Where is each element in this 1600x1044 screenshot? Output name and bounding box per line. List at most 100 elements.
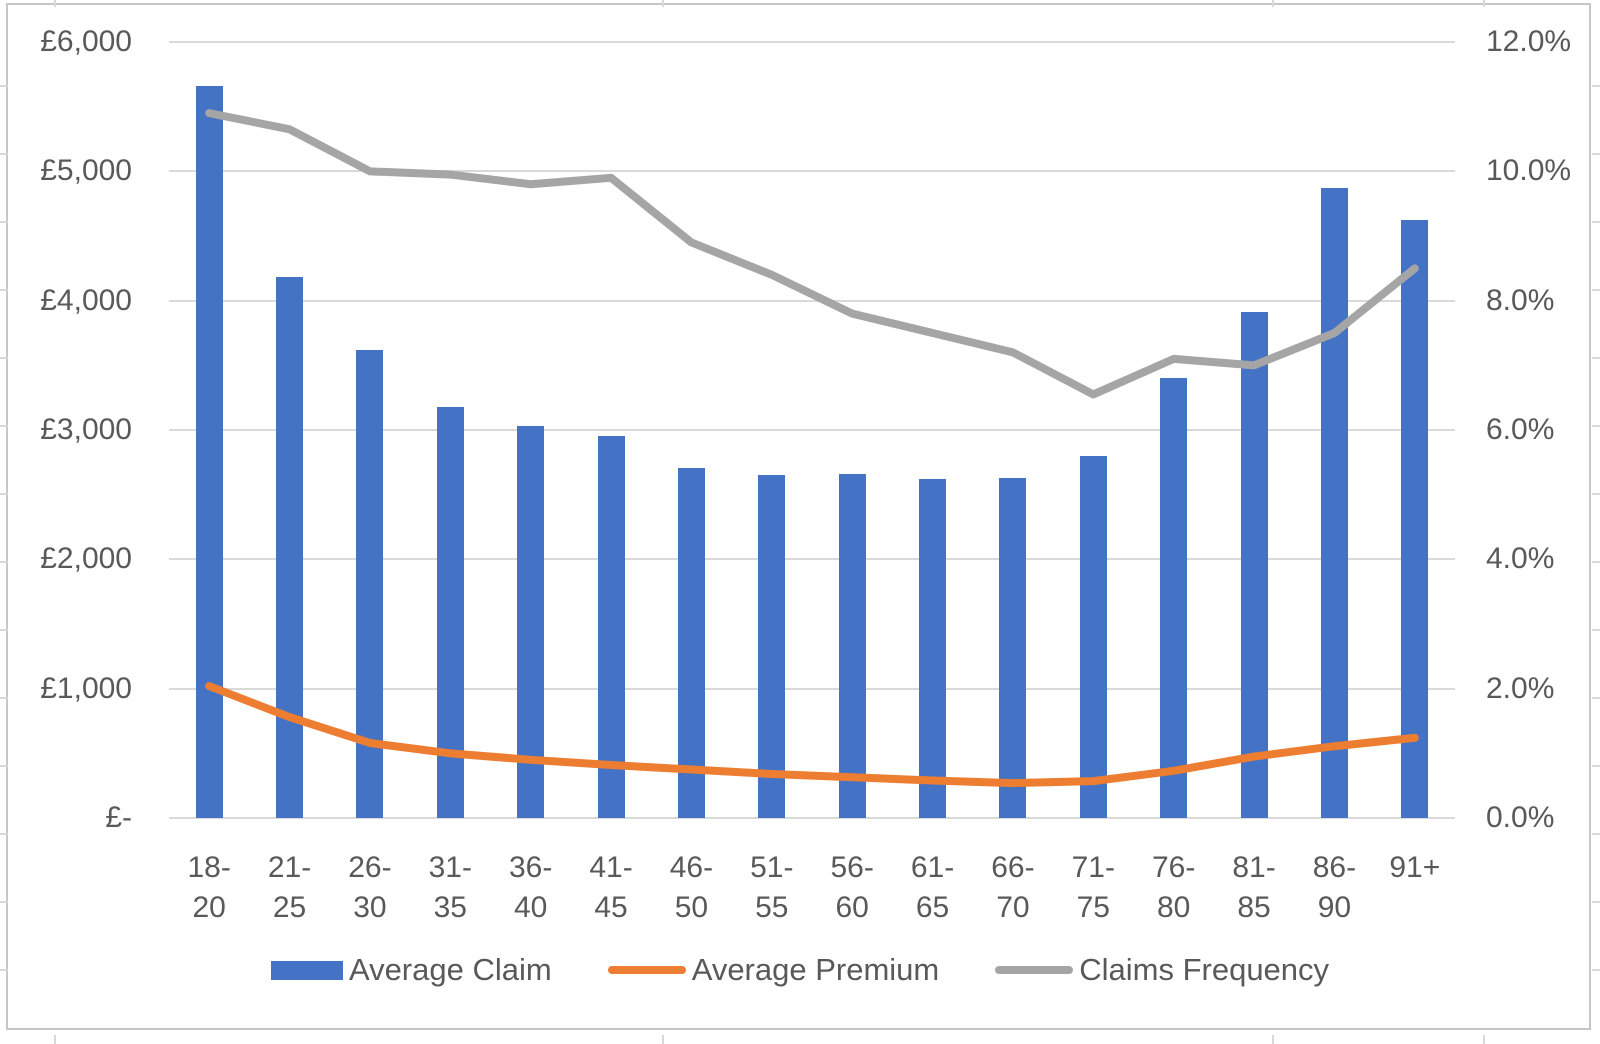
left-axis-tick-label: £4,000 bbox=[40, 283, 132, 317]
left-axis-tick-label: £5,000 bbox=[40, 154, 132, 188]
bar-average-claim bbox=[1240, 312, 1268, 818]
sheet-row-line bbox=[1592, 561, 1600, 563]
right-axis-tick-label: 8.0% bbox=[1486, 283, 1555, 317]
average-premium-line bbox=[205, 682, 1419, 788]
sheet-row-line bbox=[1592, 697, 1600, 699]
x-axis-category-label: 41- 45 bbox=[589, 851, 633, 924]
sheet-column-line bbox=[662, 0, 664, 7]
x-axis-category-label: 71- 75 bbox=[1071, 851, 1115, 924]
left-axis-tick-label: £1,000 bbox=[40, 671, 132, 705]
sheet-row-line bbox=[1592, 493, 1600, 495]
sheet-row-line bbox=[1592, 901, 1600, 903]
average-claim-swatch-icon bbox=[270, 960, 343, 980]
x-axis-category-label: 26- 30 bbox=[348, 851, 392, 924]
x-axis-category-label: 31- 35 bbox=[428, 851, 472, 924]
left-axis-tick-label: £6,000 bbox=[40, 25, 132, 58]
x-axis-category-label: 76- 80 bbox=[1152, 851, 1196, 924]
sheet-column-line bbox=[54, 0, 56, 7]
sheet-row-line bbox=[0, 697, 8, 699]
bar-average-claim bbox=[1401, 220, 1429, 818]
sheet-row-line bbox=[0, 425, 8, 427]
sheet-column-line bbox=[1483, 0, 1485, 7]
right-axis-tick-label: 2.0% bbox=[1486, 671, 1555, 705]
bar-average-claim bbox=[517, 426, 545, 818]
bar-average-claim bbox=[919, 479, 947, 818]
gridline bbox=[169, 687, 1455, 690]
sheet-row-line bbox=[1592, 833, 1600, 835]
sheet-row-line bbox=[1592, 357, 1600, 359]
x-axis-category-label: 46- 50 bbox=[669, 851, 714, 924]
x-axis-category-label: 36- 40 bbox=[509, 851, 553, 924]
x-axis-category-label: 86- 90 bbox=[1312, 851, 1357, 924]
bar-average-claim bbox=[1079, 455, 1107, 818]
x-axis-category-label: 66- 70 bbox=[991, 851, 1035, 924]
x-axis-category-label: 91+ bbox=[1389, 851, 1441, 884]
sheet-row-line bbox=[1592, 969, 1600, 971]
left-axis-tick-label: £2,000 bbox=[40, 542, 132, 576]
gridline bbox=[169, 41, 1455, 43]
sheet-row-line bbox=[0, 289, 8, 291]
sheet-row-line bbox=[0, 833, 8, 835]
sheet-row-line bbox=[0, 221, 8, 223]
claims-frequency-line bbox=[205, 109, 1419, 399]
gridline bbox=[169, 817, 1455, 819]
right-axis-tick-label: 6.0% bbox=[1486, 413, 1555, 446]
left-axis-tick-label: £3,000 bbox=[40, 413, 132, 446]
x-axis-category-label: 56- 60 bbox=[830, 851, 874, 924]
sheet-row-line bbox=[0, 85, 8, 87]
bar-average-claim bbox=[276, 277, 304, 818]
legend-item-average-claim: Average Claim bbox=[270, 952, 552, 988]
x-axis-category-label: 21- 25 bbox=[267, 851, 312, 924]
sheet-row-line bbox=[0, 765, 8, 767]
gridline bbox=[169, 558, 1455, 561]
sheet-row-line bbox=[1592, 289, 1600, 291]
sheet-column-line bbox=[662, 1035, 664, 1044]
bar-average-claim bbox=[838, 473, 866, 818]
right-axis-tick-label: 12.0% bbox=[1486, 25, 1572, 58]
x-axis-category-label: 18- 20 bbox=[187, 851, 231, 924]
bar-average-claim bbox=[758, 475, 786, 818]
sheet-row-line bbox=[0, 493, 8, 495]
bar-average-claim bbox=[1320, 188, 1348, 818]
gridline bbox=[169, 299, 1455, 302]
legend-item-average-premium: Average Premium bbox=[607, 952, 940, 988]
legend-label-average-premium: Average Premium bbox=[691, 952, 940, 987]
right-axis-tick-label: 10.0% bbox=[1486, 154, 1572, 188]
bar-average-claim bbox=[597, 436, 625, 818]
sheet-row-line bbox=[0, 629, 8, 631]
sheet-row-line bbox=[1592, 425, 1600, 427]
x-axis-category-label: 81- 85 bbox=[1232, 851, 1276, 924]
x-axis-category-label: 61- 65 bbox=[910, 851, 955, 924]
sheet-column-line bbox=[1272, 0, 1274, 7]
sheet-row-line bbox=[1592, 221, 1600, 223]
gridline bbox=[169, 429, 1455, 431]
bar-average-claim bbox=[999, 477, 1027, 818]
x-axis-category-label: 51- 55 bbox=[750, 851, 794, 924]
right-axis-tick-label: 0.0% bbox=[1486, 801, 1555, 834]
bar-average-claim bbox=[195, 85, 223, 818]
sheet-row-line bbox=[0, 969, 8, 971]
sheet-row-line bbox=[0, 357, 8, 359]
claims-frequency-swatch-icon bbox=[995, 966, 1074, 974]
sheet-column-line bbox=[1483, 1035, 1485, 1044]
right-axis-tick-label: 4.0% bbox=[1486, 542, 1555, 576]
legend-item-claims-frequency: Claims Frequency bbox=[995, 952, 1329, 988]
gridline bbox=[169, 170, 1455, 173]
sheet-row-line bbox=[0, 561, 8, 563]
bar-average-claim bbox=[677, 467, 705, 818]
legend: Average Claim Average Premium Claims Fre… bbox=[0, 952, 1600, 988]
sheet-row-line bbox=[1592, 85, 1600, 87]
legend-label-average-claim: Average Claim bbox=[348, 952, 552, 987]
sheet-row-line bbox=[0, 153, 8, 155]
sheet-row-line bbox=[1592, 629, 1600, 631]
sheet-row-line bbox=[1592, 153, 1600, 155]
sheet-row-line bbox=[1592, 765, 1600, 767]
sheet-row-line bbox=[0, 901, 8, 903]
bar-average-claim bbox=[1160, 378, 1188, 818]
legend-label-claims-frequency: Claims Frequency bbox=[1079, 952, 1330, 987]
left-axis-tick-label: £- bbox=[105, 801, 132, 834]
sheet-column-line bbox=[1272, 1035, 1274, 1044]
sheet-column-line bbox=[54, 1035, 56, 1044]
